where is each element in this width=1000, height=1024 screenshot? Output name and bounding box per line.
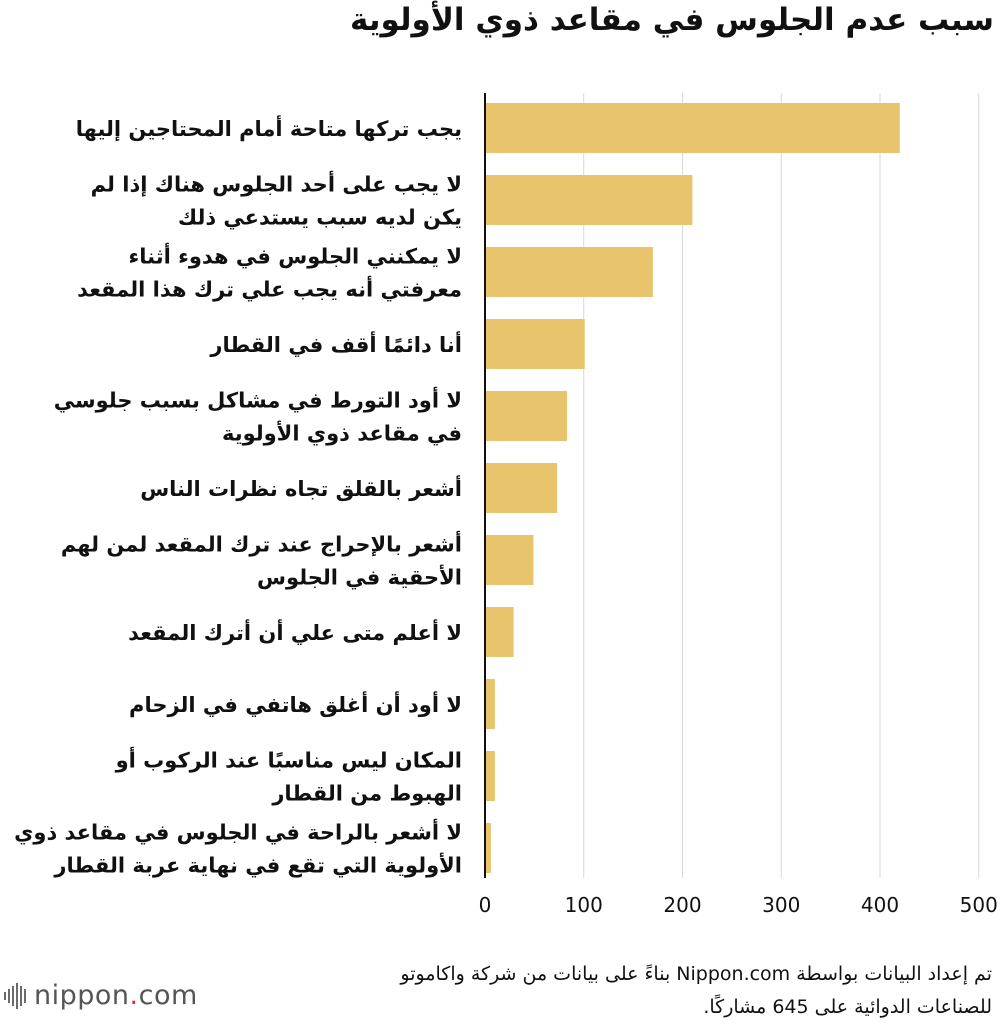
category-label: لا أود التورط في مشاكل بسبب جلوسي xyxy=(54,386,462,413)
x-axis-ticks: 0 100 200 300 400 500 xyxy=(479,893,998,917)
x-tick-label: 100 xyxy=(565,893,603,917)
bar xyxy=(485,103,900,153)
bars xyxy=(485,103,900,873)
bar xyxy=(485,823,491,873)
category-label: لا يمكنني الجلوس في هدوء أثناء xyxy=(129,242,462,269)
bar xyxy=(485,679,495,729)
category-label: أشعر بالقلق تجاه نظرات الناس xyxy=(140,474,462,501)
bar xyxy=(485,751,495,801)
logo-wordmark: nippon.com xyxy=(34,980,198,1011)
category-labels: يجب تركها متاحة أمام المحتاجين إليها لا ي… xyxy=(14,114,462,878)
category-label: الأولوية التي تقع في نهاية عربة القطار xyxy=(53,852,462,878)
x-tick-label: 0 xyxy=(479,893,492,917)
bar-chart: يجب تركها متاحة أمام المحتاجين إليها لا ي… xyxy=(14,93,998,917)
category-label: لا أعلم متى علي أن أترك المقعد xyxy=(128,618,462,645)
source-note: تم إعداد البيانات بواسطة Nippon.com بناء… xyxy=(372,958,992,1024)
bar xyxy=(485,391,567,441)
bar xyxy=(485,607,514,657)
bar xyxy=(485,247,653,297)
source-line-1: تم إعداد البيانات بواسطة Nippon.com بناء… xyxy=(400,963,992,985)
category-label: أنا دائمًا أقف في القطار xyxy=(209,330,462,357)
category-label: لا أشعر بالراحة في الجلوس في مقاعد ذوي xyxy=(14,818,462,846)
x-tick-label: 300 xyxy=(762,893,800,917)
bar xyxy=(485,463,558,513)
bar xyxy=(485,535,534,585)
x-tick-label: 500 xyxy=(960,893,998,917)
nippon-logo[interactable]: nippon.com xyxy=(4,980,198,1011)
x-tick-label: 200 xyxy=(663,893,701,917)
category-label: معرفتي أنه يجب علي ترك هذا المقعد xyxy=(77,275,462,302)
category-label: يكن لديه سبب يستدعي ذلك xyxy=(178,206,462,230)
category-label: أشعر بالإحراج عند ترك المقعد لمن لهم xyxy=(61,530,462,558)
category-label: الهبوط من القطار xyxy=(271,782,462,806)
chart-title: سبب عدم الجلوس في مقاعد ذوي الأولوية xyxy=(350,2,994,38)
category-label: يجب تركها متاحة أمام المحتاجين إليها xyxy=(76,114,462,141)
category-label: في مقاعد ذوي الأولوية xyxy=(222,420,462,447)
bar xyxy=(485,319,585,369)
category-label: لا يجب على أحد الجلوس هناك إذا لم xyxy=(91,170,462,197)
x-tick-label: 400 xyxy=(861,893,899,917)
source-line-2: للصناعات الدوائية على 645 مشاركًا. xyxy=(703,996,992,1018)
bar xyxy=(485,175,693,225)
category-label: المكان ليس مناسبًا عند الركوب أو xyxy=(115,746,462,773)
category-label: لا أود أن أغلق هاتفي في الزحام xyxy=(129,690,462,717)
logo-mark-icon xyxy=(4,982,26,1009)
category-label: الأحقية في الجلوس xyxy=(257,564,462,590)
